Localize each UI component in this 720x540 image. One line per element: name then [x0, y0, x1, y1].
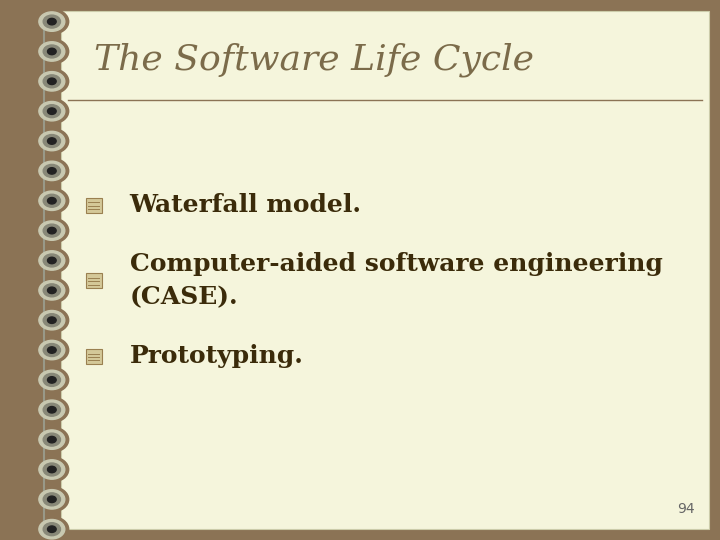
Circle shape	[35, 9, 68, 34]
Circle shape	[35, 218, 68, 243]
Circle shape	[43, 463, 60, 476]
Circle shape	[48, 257, 56, 264]
Circle shape	[48, 167, 56, 174]
Circle shape	[43, 433, 60, 446]
Circle shape	[35, 278, 68, 303]
Circle shape	[48, 436, 56, 443]
Circle shape	[39, 161, 65, 180]
Circle shape	[39, 519, 65, 539]
Circle shape	[43, 224, 60, 237]
Circle shape	[39, 12, 65, 31]
Circle shape	[39, 131, 65, 151]
Circle shape	[48, 317, 56, 323]
Circle shape	[39, 191, 65, 211]
Circle shape	[35, 308, 68, 333]
FancyBboxPatch shape	[86, 198, 102, 213]
Circle shape	[35, 397, 68, 422]
Circle shape	[39, 340, 65, 360]
Circle shape	[43, 314, 60, 327]
Circle shape	[35, 188, 68, 213]
Circle shape	[39, 370, 65, 390]
Circle shape	[35, 517, 68, 540]
Circle shape	[39, 310, 65, 330]
Circle shape	[35, 367, 68, 393]
Circle shape	[43, 134, 60, 147]
Circle shape	[35, 129, 68, 154]
Circle shape	[35, 427, 68, 453]
Circle shape	[48, 287, 56, 294]
Circle shape	[39, 400, 65, 420]
Text: The Software Life Cycle: The Software Life Cycle	[94, 42, 534, 77]
Circle shape	[35, 338, 68, 363]
Circle shape	[48, 377, 56, 383]
Circle shape	[43, 523, 60, 536]
Circle shape	[48, 108, 56, 114]
Circle shape	[43, 343, 60, 356]
Circle shape	[43, 284, 60, 297]
Circle shape	[35, 158, 68, 184]
Circle shape	[39, 430, 65, 449]
Circle shape	[39, 72, 65, 91]
Text: Computer-aided software engineering
(CASE).: Computer-aided software engineering (CAS…	[130, 252, 662, 309]
Circle shape	[48, 48, 56, 55]
Circle shape	[43, 374, 60, 387]
Circle shape	[48, 466, 56, 472]
Circle shape	[43, 164, 60, 177]
Circle shape	[39, 281, 65, 300]
Circle shape	[48, 407, 56, 413]
Circle shape	[35, 457, 68, 482]
Circle shape	[39, 251, 65, 270]
Text: 94: 94	[678, 502, 695, 516]
FancyBboxPatch shape	[61, 11, 709, 529]
Circle shape	[39, 221, 65, 240]
Circle shape	[48, 227, 56, 234]
Circle shape	[43, 105, 60, 118]
FancyBboxPatch shape	[86, 273, 102, 288]
Circle shape	[48, 18, 56, 25]
Circle shape	[39, 102, 65, 121]
Circle shape	[48, 347, 56, 353]
Circle shape	[43, 15, 60, 28]
Circle shape	[39, 460, 65, 479]
Circle shape	[48, 78, 56, 85]
Circle shape	[48, 138, 56, 144]
FancyBboxPatch shape	[86, 349, 102, 364]
Circle shape	[39, 42, 65, 61]
Circle shape	[43, 194, 60, 207]
Circle shape	[48, 496, 56, 503]
Circle shape	[43, 45, 60, 58]
Circle shape	[35, 248, 68, 273]
Circle shape	[48, 198, 56, 204]
Circle shape	[43, 254, 60, 267]
Text: Prototyping.: Prototyping.	[130, 345, 303, 368]
Circle shape	[43, 75, 60, 88]
Circle shape	[43, 493, 60, 506]
Circle shape	[35, 39, 68, 64]
Text: Waterfall model.: Waterfall model.	[130, 193, 361, 217]
Circle shape	[35, 487, 68, 512]
Circle shape	[39, 490, 65, 509]
Circle shape	[35, 98, 68, 124]
Circle shape	[35, 69, 68, 94]
Circle shape	[43, 403, 60, 416]
Circle shape	[48, 526, 56, 532]
